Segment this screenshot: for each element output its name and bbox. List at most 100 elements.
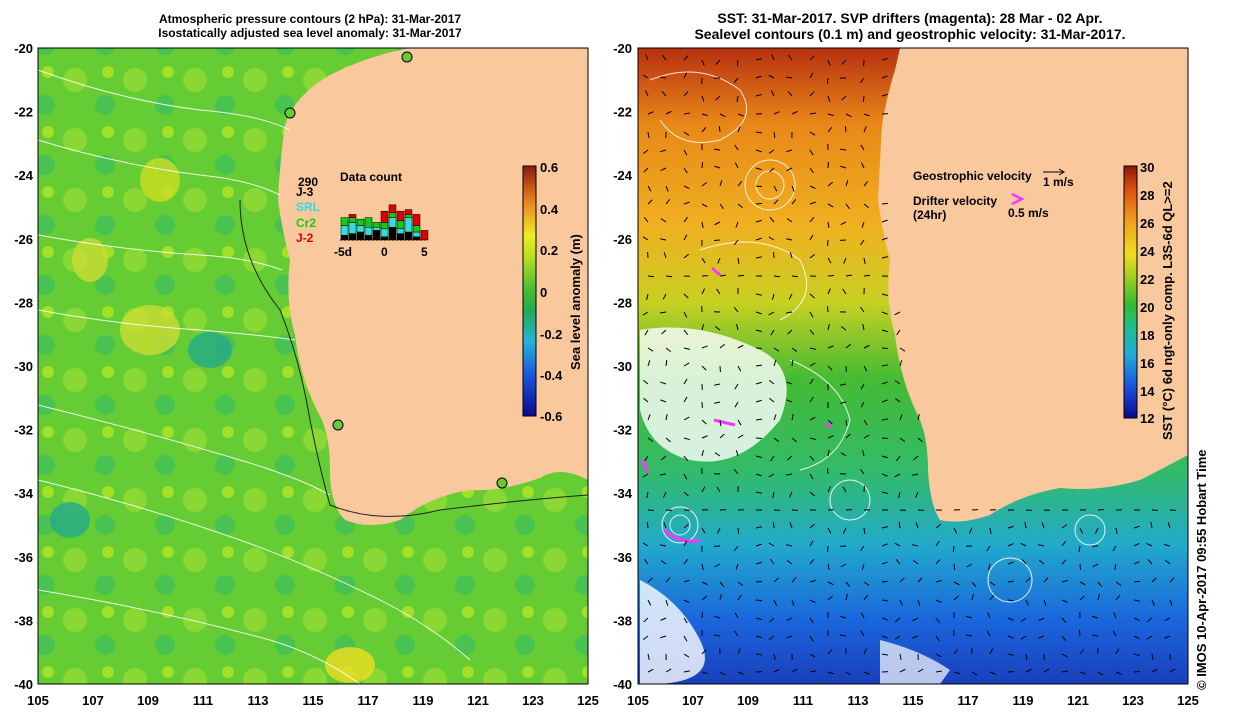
lat-tick-label: -22 <box>613 105 632 120</box>
velocity-arrow <box>1164 617 1171 622</box>
ssh-colorbar-label: Sea level anomaly (m) <box>568 234 583 370</box>
velocity-arrow <box>861 162 865 169</box>
velocity-arrow <box>734 383 739 390</box>
lon-tick-label: 111 <box>793 693 813 708</box>
velocity-arrow <box>791 668 798 673</box>
velocity-arrow <box>773 199 779 205</box>
velocity-arrow <box>881 75 888 79</box>
velocity-arrow <box>809 540 814 547</box>
velocity-arrow <box>840 221 847 226</box>
velocity-arrow <box>735 563 739 570</box>
velocity-arrow <box>863 434 870 439</box>
lat-tick-label: -22 <box>14 105 33 120</box>
velocity-arrow <box>881 617 888 621</box>
velocity-arrow <box>862 450 865 457</box>
velocity-arrow <box>786 218 793 223</box>
velocity-arrow <box>755 94 762 97</box>
velocity-arrow <box>935 559 941 565</box>
velocity-arrow <box>968 527 973 534</box>
velocity-arrow <box>642 149 649 154</box>
velocity-arrow <box>791 359 794 367</box>
velocity-arrow <box>917 437 923 443</box>
velocity-arrow <box>683 216 688 223</box>
velocity-arrow <box>809 635 814 642</box>
velocity-arrow <box>953 671 960 675</box>
velocity-arrow <box>863 419 868 426</box>
velocity-arrow <box>935 635 940 642</box>
velocity-arrow <box>843 257 847 264</box>
velocity-arrow <box>701 181 708 187</box>
velocity-arrow <box>645 54 649 61</box>
velocity-arrow <box>786 76 793 79</box>
velocity-arrow <box>755 635 762 639</box>
velocity-arrow <box>1061 599 1068 603</box>
velocity-arrow <box>881 219 888 223</box>
velocity-arrow <box>860 401 865 408</box>
velocity-arrow <box>1151 668 1158 673</box>
velocity-arrow <box>683 185 690 190</box>
velocity-arrow <box>881 364 888 367</box>
velocity-arrow <box>827 671 834 675</box>
lat-tick-label: -32 <box>613 423 632 438</box>
lat-tick-label: -40 <box>613 677 632 692</box>
velocity-arrow <box>733 77 739 83</box>
velocity-arrow <box>735 221 739 228</box>
data-count-bar <box>396 233 405 241</box>
velocity-arrow <box>1097 594 1100 601</box>
velocity-arrow <box>1007 599 1014 602</box>
velocity-arrow <box>755 381 762 385</box>
data-count-bar <box>340 225 349 236</box>
velocity-arrow <box>1007 617 1014 621</box>
velocity-arrow <box>809 311 814 318</box>
sst-tick: 28 <box>1140 188 1154 203</box>
velocity-arrow <box>787 329 793 335</box>
velocity-arrow <box>755 75 762 79</box>
velocity-arrow <box>768 74 775 79</box>
velocity-arrow <box>755 329 762 332</box>
velocity-arrow <box>842 527 847 534</box>
velocity-arrow <box>881 237 888 241</box>
australia-land <box>878 48 1188 522</box>
velocity-arrow <box>1133 525 1140 529</box>
velocity-arrow <box>755 293 762 296</box>
velocity-arrow <box>827 450 830 457</box>
lat-tick-label: -36 <box>613 550 632 565</box>
velocity-arrow <box>647 347 654 352</box>
velocity-arrow <box>755 599 763 602</box>
velocity-arrow <box>791 199 797 205</box>
velocity-arrow <box>1092 563 1099 568</box>
ssh-tick: 0.4 <box>540 202 559 217</box>
velocity-arrow <box>845 581 851 587</box>
geostrophic-scale-value: 1 m/s <box>1043 175 1074 189</box>
geostrophic-velocity-arrows <box>642 54 1177 676</box>
velocity-arrow <box>645 90 649 97</box>
velocity-arrow <box>715 95 721 101</box>
velocity-arrow <box>827 181 834 187</box>
velocity-arrow <box>788 293 793 300</box>
velocity-arrow <box>787 455 793 461</box>
velocity-arrow <box>1079 527 1084 534</box>
velocity-arrow <box>860 77 865 84</box>
velocity-arrow <box>714 452 721 457</box>
velocity-arrow <box>935 599 942 603</box>
velocity-arrow <box>860 144 865 151</box>
lon-tick-label: 105 <box>27 693 49 708</box>
velocity-arrow <box>912 473 919 476</box>
velocity-arrow <box>860 239 865 246</box>
velocity-arrow <box>719 343 726 349</box>
lon-tick-label: 107 <box>682 693 704 708</box>
velocity-arrow <box>755 491 762 494</box>
velocity-arrow <box>755 580 763 583</box>
velocity-arrow <box>791 185 795 192</box>
velocity-arrow <box>881 93 888 97</box>
velocity-arrow <box>1079 595 1085 601</box>
sea-level-contours <box>649 71 1106 603</box>
velocity-arrow <box>881 653 888 656</box>
velocity-arrow <box>840 326 847 331</box>
velocity-arrow <box>755 219 762 223</box>
velocity-arrow <box>953 563 956 571</box>
data-count-bar <box>404 214 413 218</box>
velocity-arrow <box>736 324 739 331</box>
velocity-arrow <box>1078 629 1081 637</box>
velocity-arrow <box>736 95 739 103</box>
